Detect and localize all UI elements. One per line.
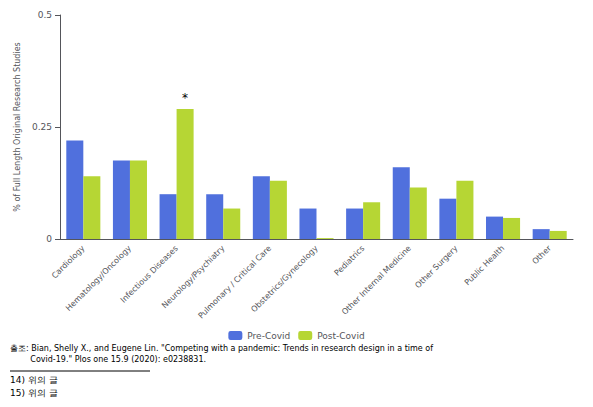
svg-text:*: * [182,91,188,105]
svg-text:Pulmonary / Critical Care: Pulmonary / Critical Care [196,244,273,321]
svg-text:Neurology/Psychiatry: Neurology/Psychiatry [160,243,227,311]
svg-text:0.5: 0.5 [38,10,52,20]
svg-text:Covid-19." Plos one 15.9 (2020: Covid-19." Plos one 15.9 (2020): e023883… [10,355,206,364]
svg-text:Pre-Covid: Pre-Covid [247,331,290,341]
svg-text:0.25: 0.25 [32,122,52,132]
svg-text:14) 위의 글: 14) 위의 글 [10,375,58,385]
svg-text:% of Full Length Original Rese: % of Full Length Original Research Studi… [13,42,22,212]
svg-text:Public Health: Public Health [463,244,506,287]
svg-text:Hematology/Oncology: Hematology/Oncology [64,243,134,313]
svg-text:15) 위의 글: 15) 위의 글 [10,388,58,398]
svg-text:Obstetrics/Gynecology: Obstetrics/Gynecology [249,244,320,315]
svg-text:Other: Other [530,243,553,266]
svg-text:Infectious Diseases: Infectious Diseases [118,243,180,305]
svg-text:Cardiology: Cardiology [50,244,87,281]
svg-text:Pediatrics: Pediatrics [333,244,367,278]
svg-text:Other Internal Medicine: Other Internal Medicine [340,244,413,317]
svg-text:출조: Bian, Shelly X., and Eugen: 출조: Bian, Shelly X., and Eugene Lin. "Co… [10,344,433,353]
svg-text:0: 0 [46,234,52,244]
svg-text:Other Surgery: Other Surgery [413,244,459,290]
svg-text:Post-Covid: Post-Covid [317,331,364,341]
